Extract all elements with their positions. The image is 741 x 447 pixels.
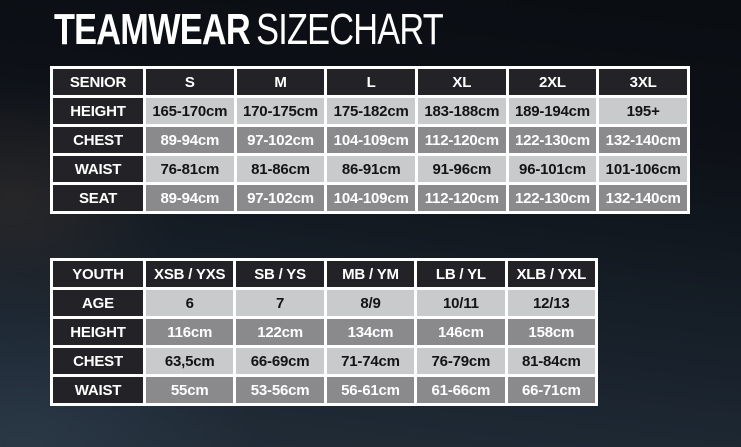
table-title-cell: SENIOR [50, 66, 146, 98]
table-row: HEIGHT 165-170cm 170-175cm 175-182cm 183-188… [50, 95, 690, 127]
size-value-cell: 189-194cm [505, 95, 600, 127]
size-value-cell: 66-69cm [233, 345, 327, 377]
size-value-cell: 63,5cm [142, 345, 237, 377]
row-label: HEIGHT [50, 316, 146, 348]
size-value-cell: 158cm [504, 316, 599, 348]
size-value-cell: 86-91cm [324, 153, 418, 185]
table-row: HEIGHT 116cm 122cm 134cm 146cm 158cm [50, 316, 599, 348]
size-value-cell: 132-140cm [596, 124, 690, 156]
row-label: HEIGHT [50, 95, 146, 127]
size-value-cell: 112-120cm [414, 124, 509, 156]
size-value-cell: 89-94cm [143, 182, 237, 214]
column-header: SB / YS [233, 258, 327, 290]
table-title-cell: YOUTH [50, 258, 146, 290]
size-value-cell: 8/9 [323, 287, 418, 319]
size-value-cell: 183-188cm [414, 95, 509, 127]
size-value-cell: 76-81cm [143, 153, 237, 185]
size-value-cell: 66-71cm [504, 374, 599, 406]
title-sizechart: SIZECHART [256, 5, 444, 54]
column-header: 2XL [505, 66, 600, 98]
size-value-cell: 122cm [233, 316, 327, 348]
size-value-cell: 71-74cm [323, 345, 418, 377]
senior-size-table: SENIOR S M L XL 2XL 3XL HEIGHT 165-170cm 170-175c… [50, 66, 690, 214]
page-title: TEAMWEAR SIZECHART [54, 5, 444, 54]
table-row: CHEST 89-94cm 97-102cm 104-109cm 112-120cm 12… [50, 124, 690, 156]
row-label: SEAT [50, 182, 146, 214]
row-label: CHEST [50, 345, 146, 377]
size-value-cell: 97-102cm [233, 182, 328, 214]
table-row: CHEST 63,5cm 66-69cm 71-74cm 76-79cm 81-84cm [50, 345, 599, 377]
size-value-cell: 146cm [414, 316, 508, 348]
size-value-cell: 122-130cm [505, 182, 600, 214]
column-header: L [324, 66, 418, 98]
size-value-cell: 134cm [323, 316, 418, 348]
size-value-cell: 96-101cm [505, 153, 600, 185]
column-header: S [143, 66, 237, 98]
size-value-cell: 81-86cm [233, 153, 328, 185]
size-value-cell: 6 [142, 287, 237, 319]
size-value-cell: 116cm [142, 316, 237, 348]
header-row: SENIOR S M L XL 2XL 3XL [50, 66, 690, 98]
header-row: YOUTH XSB / YXS SB / YS MB / YM LB / YL XLB /… [50, 258, 599, 290]
column-header: 3XL [596, 66, 690, 98]
table-row: SEAT 89-94cm 97-102cm 104-109cm 112-120cm 122… [50, 182, 690, 214]
size-value-cell: 132-140cm [596, 182, 690, 214]
size-value-cell: 97-102cm [233, 124, 328, 156]
column-header: LB / YL [414, 258, 508, 290]
size-value-cell: 10/11 [414, 287, 508, 319]
size-value-cell: 76-79cm [414, 345, 508, 377]
row-label: CHEST [50, 124, 146, 156]
row-label: AGE [50, 287, 146, 319]
size-value-cell: 7 [233, 287, 327, 319]
size-value-cell: 175-182cm [324, 95, 418, 127]
size-value-cell: 12/13 [504, 287, 599, 319]
size-value-cell: 56-61cm [323, 374, 418, 406]
table-row: WAIST 76-81cm 81-86cm 86-91cm 91-96cm 96-101c… [50, 153, 690, 185]
size-value-cell: 165-170cm [143, 95, 237, 127]
size-value-cell: 53-56cm [233, 374, 327, 406]
size-value-cell: 112-120cm [414, 182, 509, 214]
size-value-cell: 104-109cm [324, 124, 418, 156]
column-header: XSB / YXS [142, 258, 237, 290]
size-value-cell: 55cm [142, 374, 237, 406]
column-header: MB / YM [323, 258, 418, 290]
title-teamwear: TEAMWEAR [54, 5, 251, 54]
column-header: M [233, 66, 328, 98]
size-value-cell: 61-66cm [414, 374, 508, 406]
row-label: WAIST [50, 153, 146, 185]
size-value-cell: 104-109cm [324, 182, 418, 214]
column-header: XL [414, 66, 509, 98]
youth-size-table: YOUTH XSB / YXS SB / YS MB / YM LB / YL XLB /… [50, 258, 599, 406]
size-value-cell: 170-175cm [233, 95, 328, 127]
size-value-cell: 91-96cm [414, 153, 509, 185]
size-value-cell: 101-106cm [596, 153, 690, 185]
size-value-cell: 122-130cm [505, 124, 600, 156]
size-value-cell: 81-84cm [504, 345, 599, 377]
size-value-cell: 89-94cm [143, 124, 237, 156]
row-label: WAIST [50, 374, 146, 406]
size-value-cell: 195+ [596, 95, 690, 127]
column-header: XLB / YXL [504, 258, 599, 290]
table-row: WAIST 55cm 53-56cm 56-61cm 61-66cm 66-71cm [50, 374, 599, 406]
table-row: AGE 6 7 8/9 10/11 12/13 [50, 287, 599, 319]
